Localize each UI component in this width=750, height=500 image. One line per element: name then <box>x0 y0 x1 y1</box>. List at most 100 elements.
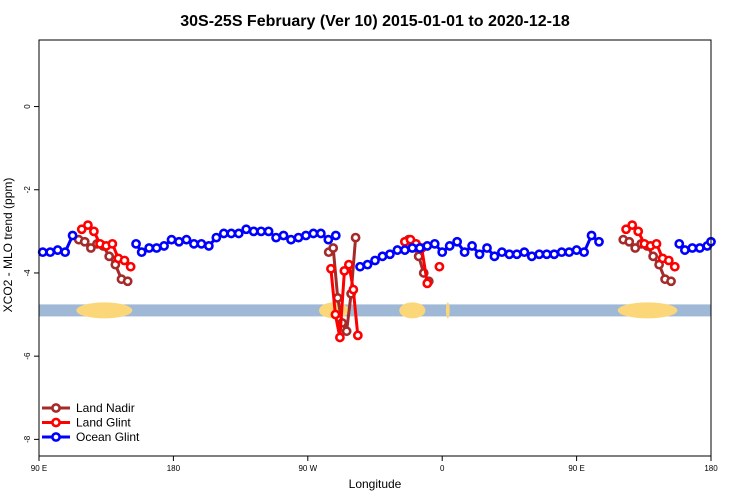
x-tick-label: 180 <box>704 464 718 473</box>
ocean-glint-point <box>579 247 589 258</box>
land-nadir-point <box>666 276 676 287</box>
ocean-glint-point <box>323 234 334 245</box>
ocean-glint-point <box>541 249 552 260</box>
ocean-glint-point <box>377 251 388 262</box>
land-glint-point <box>326 263 336 274</box>
land-glint-point <box>627 220 638 231</box>
ocean-glint-point <box>511 249 522 260</box>
series-ocean-glint <box>37 224 716 272</box>
ocean-glint-point <box>437 247 448 258</box>
ocean-glint-point <box>37 247 48 258</box>
land-glint-point <box>88 226 99 237</box>
x-tick-label: 0 <box>440 464 445 473</box>
ocean-glint-point <box>385 249 395 260</box>
ocean-glint-point <box>370 255 380 266</box>
ocean-glint-point <box>256 226 267 237</box>
ocean-glint-point <box>233 228 244 239</box>
land-glint-point <box>348 284 359 295</box>
legend-item-land-nadir: Land Nadir <box>42 401 135 415</box>
ocean-glint-point <box>399 245 410 255</box>
ocean-glint-point <box>60 247 71 258</box>
coverage-band-highlight <box>445 302 450 319</box>
ocean-glint-point <box>474 249 485 260</box>
ocean-glint-point <box>414 243 425 253</box>
y-tick-label: 0 <box>23 104 32 109</box>
land-glint-point <box>330 309 341 320</box>
ocean-glint-point <box>534 249 545 260</box>
ocean-glint-point <box>586 230 597 241</box>
ocean-glint-point <box>392 245 403 255</box>
land-glint-point <box>107 238 118 249</box>
legend-label: Land Nadir <box>76 401 135 415</box>
ocean-glint-point <box>301 230 311 241</box>
land-nadir-point <box>79 236 90 247</box>
legend-marker <box>51 403 61 413</box>
ocean-glint-point <box>482 243 492 253</box>
land-nadir-point <box>624 236 635 247</box>
coverage-band-highlight <box>399 302 426 319</box>
land-glint-point <box>119 255 130 266</box>
ocean-glint-point <box>571 245 582 255</box>
land-nadir-point <box>341 326 352 337</box>
ocean-glint-point <box>203 241 214 251</box>
land-glint-point <box>352 330 363 341</box>
ocean-glint-point <box>151 243 162 253</box>
ocean-glint-point <box>67 230 78 241</box>
chart-title: 30S-25S February (Ver 10) 2015-01-01 to … <box>180 13 570 30</box>
legend-label: Ocean Glint <box>76 430 140 444</box>
ocean-glint-point <box>166 234 177 245</box>
ocean-glint-point <box>218 228 229 239</box>
x-axis-label: Longitude <box>349 477 402 491</box>
x-tick-label: 90 E <box>31 464 47 473</box>
ocean-glint-point <box>45 247 56 258</box>
ocean-glint-point <box>679 245 690 255</box>
ocean-glint-point <box>52 245 63 255</box>
coverage-band-highlight <box>76 302 133 319</box>
ocean-glint-point <box>293 232 304 243</box>
land-nadir-point <box>328 243 339 253</box>
ocean-glint-point <box>489 251 500 262</box>
ocean-glint-point <box>330 230 341 241</box>
ocean-glint-point <box>181 234 192 245</box>
x-tick-label: 90 E <box>568 464 584 473</box>
ocean-glint-point <box>271 232 281 243</box>
land-nadir-point <box>350 232 361 243</box>
y-tick-label: -8 <box>23 435 32 443</box>
y-tick-label: -6 <box>23 352 32 360</box>
series-layer <box>37 220 716 343</box>
legend-marker <box>51 417 61 428</box>
legend-item-land-glint: Land Glint <box>42 416 131 430</box>
ocean-glint-point <box>196 238 207 249</box>
ocean-glint-point <box>136 247 147 258</box>
ocean-glint-point <box>355 261 365 272</box>
ocean-glint-point <box>497 247 507 258</box>
ocean-glint-point <box>429 238 440 249</box>
ocean-glint-point <box>452 236 463 247</box>
ocean-glint-point <box>674 238 685 249</box>
x-tick-label: 90 W <box>298 464 317 473</box>
ocean-glint-point <box>131 238 141 249</box>
ocean-glint-point <box>687 243 698 253</box>
coverage-band-highlight <box>617 302 678 319</box>
ocean-glint-point <box>422 241 433 251</box>
land-glint-point <box>434 261 445 272</box>
ocean-glint-point <box>226 228 237 239</box>
land-glint-point <box>633 226 644 237</box>
ocean-glint-point <box>278 230 289 241</box>
plot-frame <box>38 39 712 457</box>
land-nadir-point <box>104 251 115 262</box>
y-axis: 0 -2 -4 -6 -8 <box>23 104 39 443</box>
x-axis: 90 E 180 90 W 0 90 E 180 <box>31 456 718 473</box>
ocean-glint-point <box>315 228 326 239</box>
land-glint-point <box>343 259 354 270</box>
land-nadir-point <box>648 251 659 262</box>
land-glint-point <box>651 238 662 249</box>
ocean-glint-point <box>248 226 259 237</box>
land-nadir-point <box>122 276 133 287</box>
ocean-glint-point <box>308 228 319 239</box>
ocean-glint-point <box>159 241 169 251</box>
ocean-glint-point <box>467 241 477 251</box>
legend-item-ocean-glint: Ocean Glint <box>42 430 140 444</box>
